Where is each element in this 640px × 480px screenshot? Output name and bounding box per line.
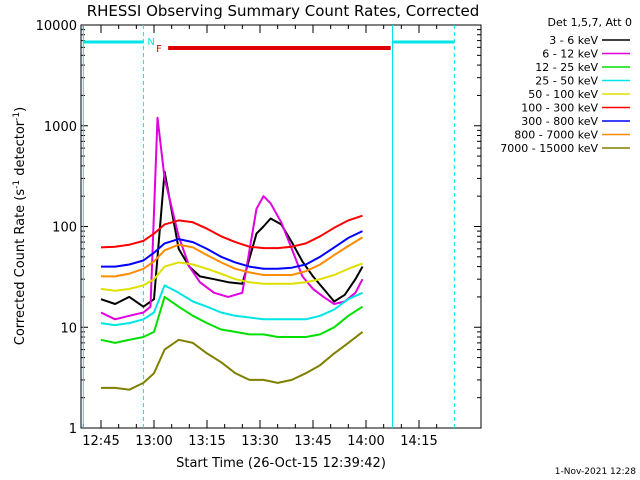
series-line-5 <box>100 214 363 250</box>
legend-label: 3 - 6 keV <box>549 34 598 47</box>
x-tick-label: 13:15 <box>188 434 225 449</box>
x-axis-ticks: 12:45 13:00 13:15 13:30 13:45 14:00 14:15 <box>82 25 438 449</box>
y-axis-label-close: ) <box>13 107 28 112</box>
x-axis-label: Start Time (26-Oct-15 12:39:42) <box>176 456 386 471</box>
legend-label: 25 - 50 keV <box>535 75 598 88</box>
series-line-4 <box>100 261 363 292</box>
y-axis-ticks: 1 10 100 1000 10000 <box>36 19 481 437</box>
x-tick-label: 13:00 <box>135 434 172 449</box>
x-tick-label: 14:00 <box>347 434 384 449</box>
series-line-3 <box>100 284 363 327</box>
flare-label: F <box>156 44 162 55</box>
plot-frame <box>80 24 482 429</box>
legend-label: 50 - 100 keV <box>528 88 598 101</box>
y-axis-label: Corrected Count Rate (s-1 detector-1) <box>12 107 28 345</box>
y-axis-label-main: Corrected Count Rate (s <box>13 189 28 346</box>
x-tick-label: 13:30 <box>241 434 278 449</box>
legend-label: 800 - 7000 keV <box>514 129 598 142</box>
legend-label: 12 - 25 keV <box>535 61 598 74</box>
series-line-7 <box>101 236 364 278</box>
night-label: N <box>147 37 154 48</box>
series-lines <box>100 116 364 391</box>
legend-label: 7000 - 15000 keV <box>500 142 598 155</box>
series-line-2 <box>100 295 364 344</box>
series-line-6 <box>101 230 363 270</box>
chart-annotations: NF <box>82 25 455 428</box>
x-tick-label: 14:15 <box>400 434 437 449</box>
series-line-1 <box>100 116 364 321</box>
legend-label: 300 - 800 keV <box>521 115 598 128</box>
y-axis-label-tail: detector <box>13 120 28 180</box>
y-tick-label: 1000 <box>44 120 77 135</box>
series-line-0 <box>100 170 364 308</box>
x-tick-label: 12:45 <box>82 434 119 449</box>
y-tick-label: 1 <box>69 422 77 437</box>
y-tick-label: 100 <box>52 221 77 236</box>
chart-title: RHESSI Observing Summary Count Rates, Co… <box>87 2 480 20</box>
y-axis-label-sup2: -1 <box>12 112 22 121</box>
x-tick-label: 13:45 <box>294 434 331 449</box>
footer-timestamp: 1-Nov-2021 12:28 <box>555 467 637 477</box>
series-line-8 <box>101 331 364 391</box>
y-axis-label-sup1: -1 <box>12 180 22 189</box>
legend-header: Det 1,5,7, Att 0 <box>548 16 632 29</box>
legend-label: 100 - 300 keV <box>521 102 598 115</box>
legend-label: 6 - 12 keV <box>542 48 598 61</box>
y-tick-label: 10 <box>60 321 77 336</box>
y-tick-label: 10000 <box>36 19 77 34</box>
